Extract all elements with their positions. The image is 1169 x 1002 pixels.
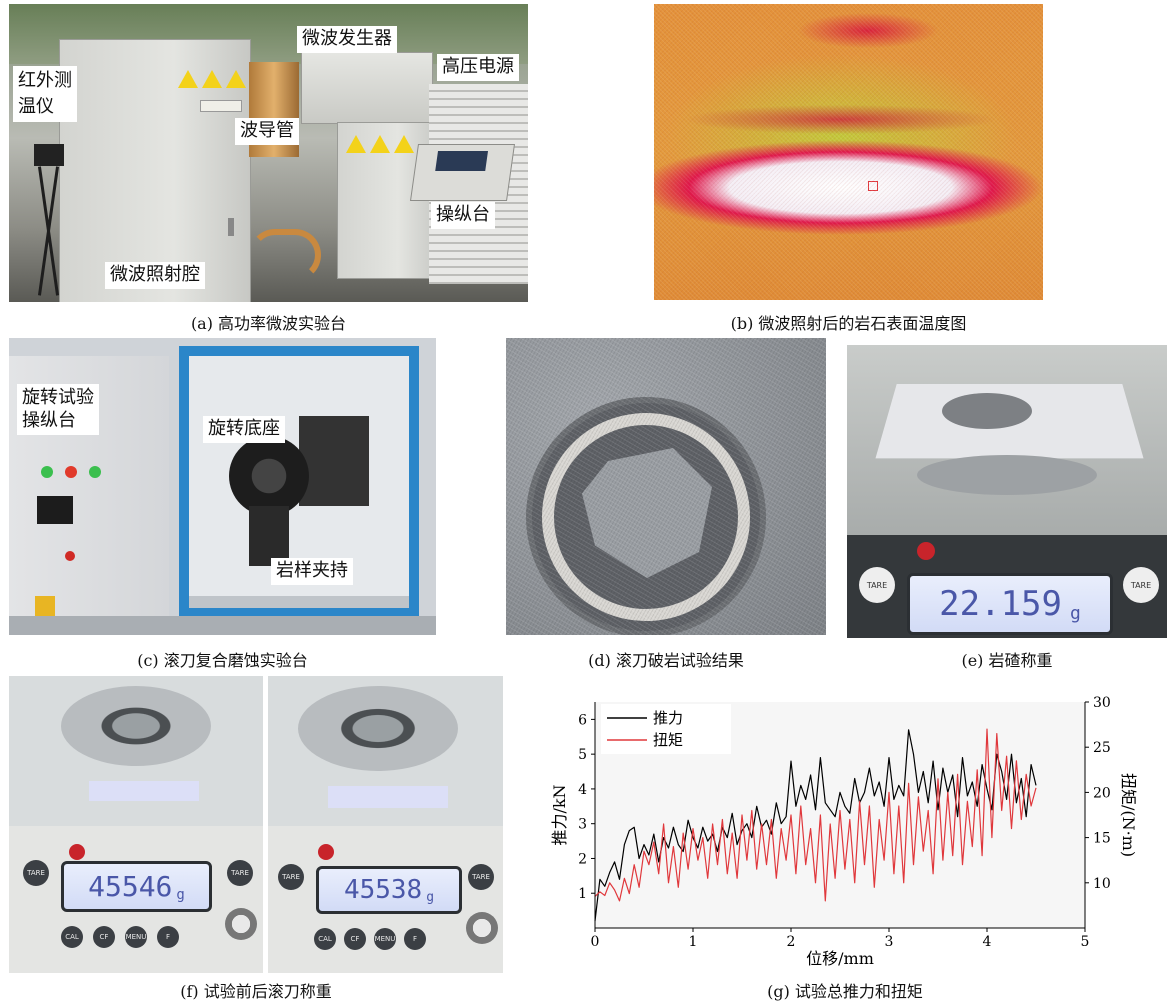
label-microwave-generator: 微波发生器	[297, 26, 397, 53]
tare-button[interactable]: TARE	[227, 860, 253, 886]
hotspot-marker	[868, 181, 878, 191]
microwave-chamber-cabinet	[59, 39, 251, 302]
cutter-on-pan	[61, 686, 211, 766]
cut-groove	[532, 403, 760, 631]
x-tick-label: 1	[689, 934, 698, 950]
infrared-thermometer	[34, 144, 64, 166]
y-tick-label-left: 5	[578, 747, 587, 763]
y-tick-label-right: 25	[1093, 740, 1111, 756]
y-tick-label-right: 15	[1093, 831, 1111, 847]
label-high-voltage-power: 高压电源	[437, 54, 519, 81]
label-irradiation-chamber: 微波照射腔	[105, 262, 205, 289]
cf-button[interactable]: CF	[93, 926, 115, 948]
menu-button[interactable]: MENU	[125, 926, 147, 948]
tare-button-right[interactable]: TARE	[1123, 567, 1159, 603]
x-axis-label: 位移/mm	[806, 949, 874, 968]
label-rotation-console: 旋转试验 操纵台	[17, 384, 99, 435]
cutter-ring-track	[542, 413, 750, 621]
photo-cutter-weighing: TARE TARE 45546 g CAL CF MENU F TARE TAR…	[9, 676, 503, 973]
y-tick-label-right: 10	[1093, 876, 1111, 892]
chart-svg: 0 1 2 3 4 5 1 2 3 4 5 6 10 15 20 25 30 位移/mm 推力/kN 扭矩/(N·m)…	[550, 695, 1138, 968]
control-console	[409, 144, 516, 201]
x-tick-label: 2	[787, 934, 796, 950]
cutter-on-pan	[298, 686, 458, 771]
f-button[interactable]: F	[404, 928, 426, 950]
thermal-image-rock-surface	[654, 4, 1043, 300]
caption-a: (a) 高功率微波实验台	[190, 314, 347, 333]
x-tick-label: 5	[1081, 934, 1090, 950]
scale-display: 45546 g	[61, 861, 212, 912]
legend-box	[601, 704, 731, 754]
tare-button[interactable]: TARE	[468, 864, 494, 890]
y-tick-label-left: 2	[578, 851, 587, 867]
display-unit: g	[1069, 603, 1081, 624]
tare-button[interactable]: TARE	[278, 864, 304, 890]
y-tick-label-left: 3	[578, 817, 587, 833]
x-tick-label: 0	[591, 934, 600, 950]
scale-after-test: TARE TARE 45538 g CAL CF MENU F	[268, 676, 503, 973]
tare-button[interactable]: TARE	[23, 860, 49, 886]
menu-button[interactable]: MENU	[374, 928, 396, 950]
display-value: 45538	[343, 875, 423, 905]
photo-rock-breaking-result	[506, 338, 826, 635]
display-unit: g	[176, 887, 185, 903]
chart-thrust-torque: 0 1 2 3 4 5 1 2 3 4 5 6 10 15 20 25 30 位移/mm 推力/kN 扭矩/(N·m)…	[545, 690, 1145, 970]
display-value: 45546	[88, 870, 173, 903]
microwave-generator	[301, 52, 433, 124]
x-tick-label: 4	[983, 934, 992, 950]
caption-d: (d) 滚刀破岩试验结果	[588, 651, 744, 670]
scale-display: 45538 g	[316, 866, 462, 914]
y-tick-label-left: 1	[578, 886, 587, 902]
photo-microwave-test-bench: 红外测 温仪 微波发生器 高压电源 波导管 操纵台 微波照射腔	[9, 4, 528, 302]
series-line-thrust	[594, 729, 1037, 922]
y-tick-label-right: 20	[1093, 785, 1111, 801]
display-value: 22.159	[939, 584, 1062, 624]
brand-logo	[917, 542, 935, 560]
scale-display: 22.159 g	[907, 573, 1113, 635]
label-rotation-base: 旋转底座	[203, 416, 285, 443]
scale-before-test: TARE TARE 45546 g CAL CF MENU F	[9, 676, 263, 973]
y-tick-label-left: 6	[578, 712, 587, 728]
cal-button[interactable]: CAL	[314, 928, 336, 950]
caption-g: (g) 试验总推力和扭矩	[767, 982, 923, 1001]
display-unit: g	[426, 890, 435, 905]
f-button[interactable]: F	[157, 926, 179, 948]
caption-c: (c) 滚刀复合磨蚀实验台	[137, 651, 308, 670]
cal-button[interactable]: CAL	[61, 926, 83, 948]
series-line-torque	[594, 728, 1037, 902]
cf-button[interactable]: CF	[344, 928, 366, 950]
blue-test-frame	[179, 346, 419, 616]
y-axis-label-left: 推力/kN	[550, 784, 569, 845]
x-tick-label: 3	[885, 934, 894, 950]
y-tick-label-left: 4	[578, 782, 587, 798]
label-infrared-thermometer: 红外测 温仪	[13, 66, 77, 123]
label-control-console: 操纵台	[431, 202, 495, 229]
label-waveguide: 波导管	[235, 118, 299, 145]
photo-cutter-abrasion-bench: 旋转试验 操纵台 旋转底座 岩样夹持	[9, 338, 436, 635]
rock-debris	[942, 393, 1032, 429]
label-rock-clamp: 岩样夹持	[271, 558, 353, 585]
caption-e: (e) 岩碴称重	[961, 651, 1053, 670]
photo-debris-weighing: TARE TARE 22.159 g	[847, 345, 1167, 638]
caption-f: (f) 试验前后滚刀称重	[180, 982, 332, 1001]
y-tick-label-right: 30	[1093, 695, 1111, 711]
legend-label: 推力	[653, 709, 683, 727]
tare-button-left[interactable]: TARE	[859, 567, 895, 603]
y-axis-label-right: 扭矩/(N·m)	[1119, 773, 1138, 857]
caption-b: (b) 微波照射后的岩石表面温度图	[730, 314, 967, 333]
legend-label: 扭矩	[653, 731, 683, 749]
